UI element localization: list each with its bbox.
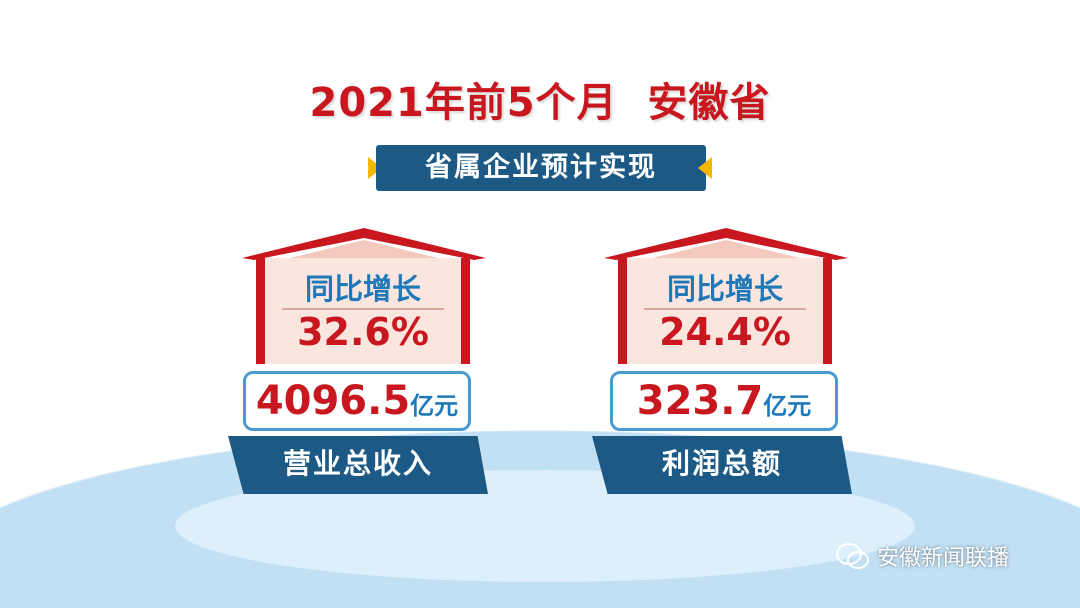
growth-label: 同比增长 xyxy=(304,272,421,306)
value: 4096.5 xyxy=(255,378,411,424)
value-box: 4096.5亿元 xyxy=(243,371,471,431)
watermark-text: 安徽新闻联播 xyxy=(877,546,1010,571)
page-title: 2021年前5个月 安徽省 xyxy=(309,80,771,126)
profit-card: 同比增长 24.4% 323.7亿元 利润总额 xyxy=(592,226,864,496)
house-roof-icon xyxy=(242,228,486,260)
growth-value: 24.4% xyxy=(659,310,791,354)
growth-value: 32.6% xyxy=(297,310,429,354)
subtitle-banner: 省属企业预计实现 xyxy=(376,145,706,191)
house-roof-icon xyxy=(604,228,848,260)
wechat-icon xyxy=(836,543,869,569)
metric-label: 营业总收入 xyxy=(228,436,488,494)
watermark: 安徽新闻联播 xyxy=(835,540,1009,572)
unit: 亿元 xyxy=(410,392,459,420)
right-arrow-icon xyxy=(698,157,712,179)
divider xyxy=(282,308,444,310)
revenue-card: 同比增长 32.6% 4096.5亿元 营业总收入 xyxy=(228,226,502,496)
value-box: 323.7亿元 xyxy=(610,371,838,431)
house-walls xyxy=(618,258,832,364)
divider xyxy=(644,308,806,310)
house-walls xyxy=(256,258,470,364)
metric-label: 利润总额 xyxy=(592,436,852,494)
unit: 亿元 xyxy=(763,392,812,420)
growth-label: 同比增长 xyxy=(666,272,783,306)
value: 323.7 xyxy=(636,378,764,424)
